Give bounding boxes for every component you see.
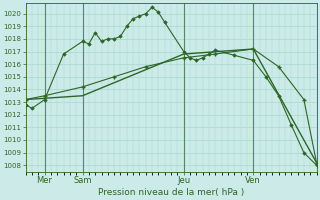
X-axis label: Pression niveau de la mer( hPa ): Pression niveau de la mer( hPa ) [98,188,244,197]
